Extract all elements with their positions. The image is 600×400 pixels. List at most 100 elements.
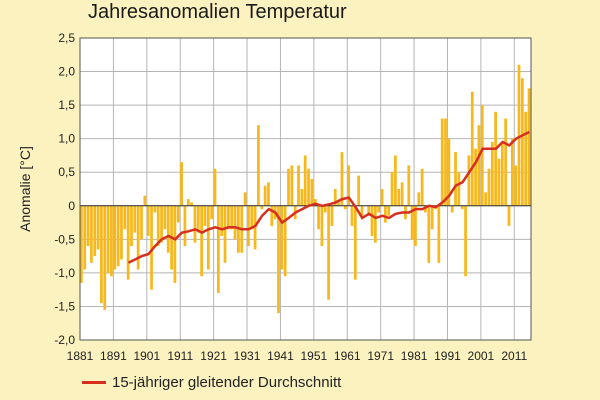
anomaly-bar — [484, 192, 487, 206]
anomaly-bar — [257, 125, 260, 206]
anomaly-bar — [427, 205, 431, 263]
x-tick-label: 1901 — [133, 349, 160, 363]
anomaly-bar — [367, 205, 371, 216]
legend-line-swatch — [82, 381, 106, 384]
y-tick-label: 2,0 — [58, 65, 75, 79]
anomaly-bar — [450, 205, 454, 213]
anomaly-bar — [397, 189, 401, 206]
anomaly-bar — [317, 205, 320, 230]
y-axis-ticks: -2,0 -1,5 -1,0 -0,5 0 0,5 1,0 1,5 2,0 2,5 — [54, 31, 75, 347]
x-tick-label: 1921 — [200, 349, 227, 363]
anomaly-bar — [260, 205, 264, 210]
anomaly-bar — [440, 118, 444, 206]
anomaly-bar — [303, 155, 307, 206]
anomaly-bar — [196, 205, 200, 233]
anomaly-bar — [420, 168, 424, 206]
anomaly-bar — [103, 205, 107, 310]
anomaly-bar — [460, 205, 464, 210]
y-tick-label: 0 — [68, 199, 75, 213]
anomaly-bar — [86, 205, 90, 247]
anomaly-bar — [447, 138, 451, 206]
anomaly-bar — [394, 155, 397, 206]
anomaly-bar — [297, 165, 300, 206]
x-tick-label: 1991 — [434, 349, 461, 363]
anomaly-bar — [517, 64, 521, 206]
anomaly-bar — [470, 91, 474, 206]
anomaly-bar — [323, 205, 327, 213]
anomaly-bar — [327, 205, 330, 300]
anomaly-bar — [203, 205, 207, 226]
anomaly-bar — [270, 205, 274, 226]
anomaly-bar — [176, 205, 180, 223]
anomaly-bar — [113, 205, 117, 270]
anomaly-bar — [200, 205, 204, 277]
anomaly-bar — [136, 205, 140, 270]
anomaly-bar — [133, 205, 137, 233]
anomaly-bar — [253, 205, 257, 250]
anomaly-bar — [353, 205, 357, 280]
anomaly-bar — [520, 78, 524, 206]
anomaly-bar — [343, 205, 347, 210]
y-tick-label: -2,0 — [54, 333, 75, 347]
anomaly-bar — [277, 205, 280, 314]
anomaly-bar — [223, 205, 227, 263]
anomaly-bar — [400, 182, 404, 206]
y-tick-label: 1,5 — [58, 98, 75, 112]
anomaly-bar — [337, 202, 340, 206]
y-tick-label: -1,0 — [54, 266, 75, 280]
legend-label: 15-jähriger gleitender Durchschnitt — [112, 374, 342, 391]
anomaly-bar — [504, 118, 508, 206]
anomaly-bar — [527, 88, 531, 206]
anomaly-bar — [120, 205, 123, 260]
anomaly-bar — [126, 205, 130, 280]
x-tick-label: 1951 — [301, 349, 328, 363]
anomaly-bar — [206, 205, 210, 270]
anomaly-bar — [150, 205, 153, 290]
anomaly-bar — [190, 202, 193, 206]
anomaly-bar — [507, 205, 511, 226]
anomaly-bar — [494, 111, 497, 206]
x-tick-label: 1961 — [334, 349, 361, 363]
anomaly-bar — [307, 168, 310, 206]
x-tick-label: 1971 — [367, 349, 394, 363]
anomaly-bar — [156, 205, 160, 247]
anomaly-bar — [263, 185, 267, 206]
anomaly-bar — [116, 205, 120, 267]
anomaly-bar — [143, 195, 147, 206]
anomaly-bar — [96, 205, 100, 250]
anomaly-bar — [290, 165, 294, 206]
anomaly-bar — [357, 175, 361, 206]
anomaly-bar — [414, 205, 417, 247]
plot-frame — [79, 37, 532, 341]
x-tick-label: 1981 — [401, 349, 428, 363]
anomaly-bar — [373, 205, 377, 243]
anomaly-bar — [340, 152, 344, 206]
anomaly-bar — [514, 165, 518, 206]
anomaly-bar — [430, 205, 434, 230]
anomaly-bar — [146, 205, 150, 236]
anomaly-bar — [173, 205, 177, 283]
anomaly-bar — [130, 205, 133, 247]
x-tick-label: 1891 — [100, 349, 127, 363]
anomaly-bar — [213, 168, 217, 206]
anomaly-bar — [454, 152, 457, 206]
anomaly-bar — [110, 205, 113, 277]
anomaly-bar — [123, 205, 127, 230]
anomaly-bar — [467, 155, 471, 206]
anomaly-bar — [210, 205, 214, 220]
anomaly-bar — [93, 205, 97, 257]
anomaly-bar — [437, 205, 441, 263]
anomaly-bar — [220, 205, 224, 236]
anomaly-bar — [243, 192, 247, 206]
anomaly-bar — [166, 205, 170, 253]
anomaly-bar — [390, 172, 394, 206]
anomaly-bar — [83, 205, 87, 270]
anomaly-bar — [160, 205, 163, 243]
y-axis-label: Anomalie [°C] — [17, 146, 33, 232]
anomaly-bar — [140, 205, 143, 240]
anomaly-bar — [417, 192, 421, 206]
anomaly-bar — [457, 172, 461, 206]
anomaly-bar — [287, 168, 290, 206]
anomaly-bar — [370, 205, 374, 236]
